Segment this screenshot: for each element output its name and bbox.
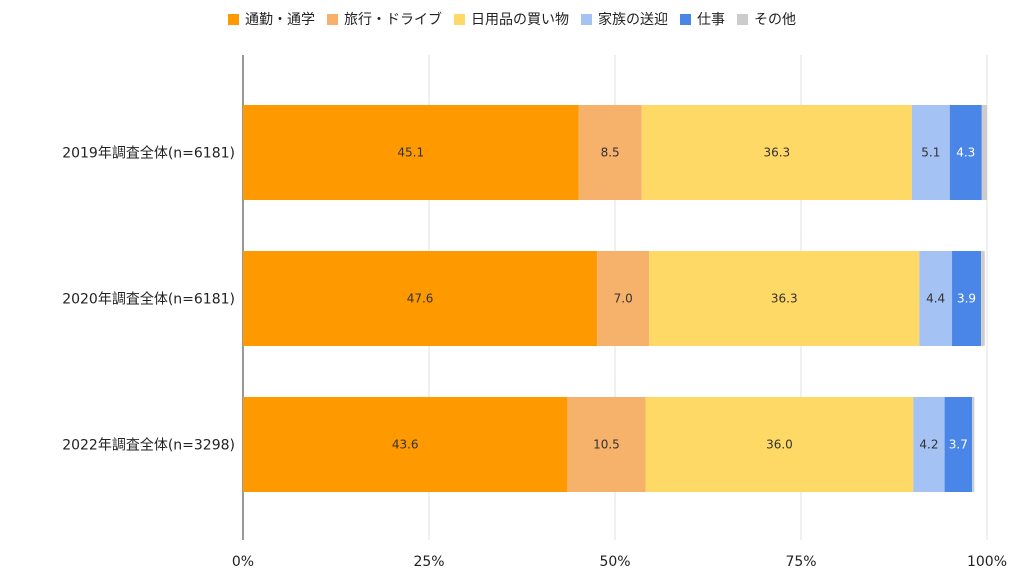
bar-segment	[919, 251, 953, 346]
bar-segment	[944, 397, 973, 492]
data-label: 4.2	[919, 438, 938, 452]
legend: 通勤・通学 旅行・ドライブ 日用品の買い物 家族の送迎 仕事 その他	[228, 11, 796, 28]
data-label: 43.6	[392, 438, 419, 452]
bar-segment	[578, 105, 642, 200]
bar-segment	[649, 251, 920, 346]
legend-label: 旅行・ドライブ	[344, 11, 442, 28]
x-tick-label: 25%	[413, 554, 444, 570]
legend-swatch	[327, 14, 338, 25]
bar-segment	[981, 251, 985, 346]
bar-segment	[972, 397, 975, 492]
data-label: 3.7	[949, 438, 968, 452]
legend-swatch	[454, 14, 465, 25]
bar-segment	[243, 397, 568, 492]
bar-segment	[952, 251, 982, 346]
bar-segment	[949, 105, 982, 200]
bar-segment	[597, 251, 650, 346]
legend-label: 家族の送迎	[598, 11, 668, 28]
legend-label: 日用品の買い物	[471, 12, 569, 28]
data-label: 8.5	[601, 146, 620, 160]
data-label: 10.5	[593, 438, 620, 452]
data-label: 36.3	[771, 292, 798, 306]
data-label: 47.6	[407, 292, 434, 306]
bar-segment	[913, 397, 945, 492]
data-label: 4.3	[956, 146, 975, 160]
legend-item: その他	[737, 12, 796, 28]
data-label: 5.1	[921, 146, 940, 160]
bar-segment	[911, 105, 950, 200]
legend-label: その他	[754, 12, 796, 28]
legend-item: 家族の送迎	[581, 11, 668, 28]
bar-segment	[567, 397, 646, 492]
category-label: 2020年調査全体(n=6181)	[62, 291, 235, 308]
data-label: 7.0	[614, 292, 633, 306]
bar-segment	[641, 105, 912, 200]
legend-item: 通勤・通学	[228, 12, 315, 28]
category-label: 2022年調査全体(n=3298)	[62, 437, 235, 454]
legend-item: 仕事	[680, 12, 725, 28]
legend-label: 仕事	[697, 12, 725, 28]
category-label: 2019年調査全体(n=6181)	[62, 145, 235, 162]
legend-swatch	[737, 14, 748, 25]
x-tick-label: 75%	[785, 554, 816, 570]
bar-segment	[243, 251, 598, 346]
data-label: 4.4	[926, 292, 945, 306]
bar-segment	[981, 105, 987, 200]
data-label: 45.1	[397, 146, 424, 160]
bar-segment	[243, 105, 579, 200]
bars: 45.1 8.5 36.3 5.1 4.3 47.6 7.0 36.3 4.4 3.9 43.6 10…	[243, 105, 987, 492]
legend-swatch	[228, 14, 239, 25]
x-tick-label: 0%	[232, 554, 254, 570]
data-label: 36.3	[763, 146, 790, 160]
legend-swatch	[581, 14, 592, 25]
legend-item: 旅行・ドライブ	[327, 11, 442, 28]
x-tick-label: 100%	[967, 554, 1007, 570]
data-label: 3.9	[957, 292, 976, 306]
data-label: 36.0	[766, 438, 793, 452]
x-tick-label: 50%	[599, 554, 630, 570]
legend-swatch	[680, 14, 691, 25]
bar-segment	[645, 397, 914, 492]
x-axis-tick-labels: 0% 25% 50% 75% 100%	[232, 554, 1007, 570]
legend-item: 日用品の買い物	[454, 12, 569, 28]
legend-label: 通勤・通学	[245, 12, 315, 28]
category-labels: 2019年調査全体(n=6181) 2020年調査全体(n=6181) 2022年調…	[62, 145, 235, 454]
